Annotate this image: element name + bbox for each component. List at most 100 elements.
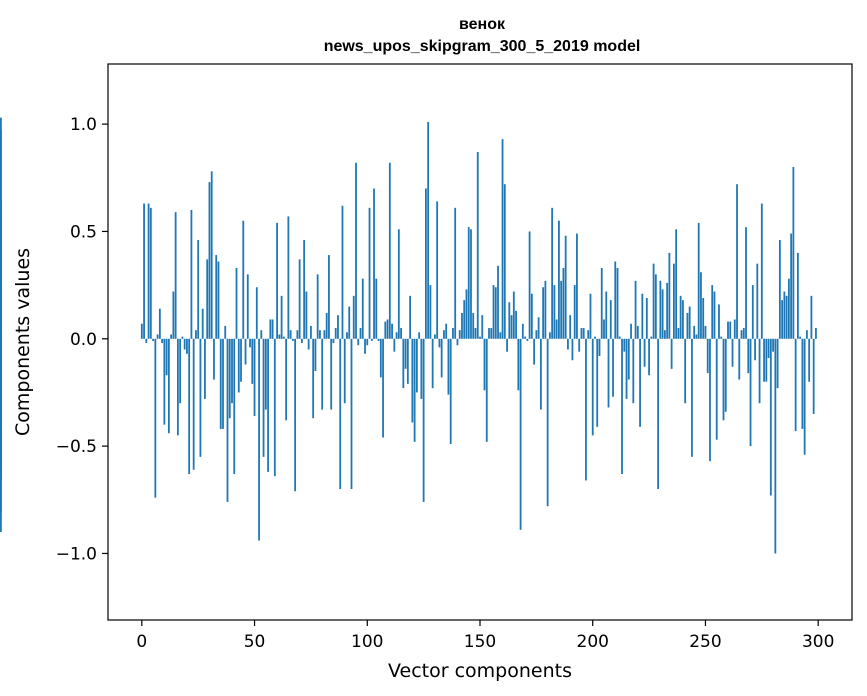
bar-281 xyxy=(774,338,777,554)
bar-29 xyxy=(206,259,209,339)
bar-241 xyxy=(684,338,687,404)
bar-282 xyxy=(776,338,779,389)
bar-50 xyxy=(253,338,256,417)
bar-278 xyxy=(767,338,770,359)
bar-108 xyxy=(384,321,387,339)
bar-227 xyxy=(652,263,655,339)
bar-136 xyxy=(447,338,450,395)
bar-22 xyxy=(190,209,193,339)
bar-12 xyxy=(167,338,170,434)
bar-140 xyxy=(456,338,459,346)
bar-83 xyxy=(328,255,330,339)
bar-208 xyxy=(609,300,612,339)
bar-216 xyxy=(627,338,630,380)
bar-23 xyxy=(192,338,195,470)
bar-150 xyxy=(479,336,481,339)
bar-283 xyxy=(778,240,781,339)
bar-183 xyxy=(553,285,556,339)
bar-40 xyxy=(231,338,233,404)
x-tick-label: 200 xyxy=(577,632,609,652)
bar-231 xyxy=(661,289,664,339)
bar-188 xyxy=(564,235,567,339)
bar-154 xyxy=(488,328,490,339)
bar-46 xyxy=(244,338,247,365)
bar-290 xyxy=(794,338,797,432)
bar-102 xyxy=(370,338,373,341)
bar-139 xyxy=(454,207,457,339)
bar-109 xyxy=(386,319,389,339)
bar-90 xyxy=(343,338,346,404)
bar-210 xyxy=(614,261,617,339)
bar-39 xyxy=(228,338,231,419)
bar-172 xyxy=(528,231,531,339)
bar-257 xyxy=(720,336,723,339)
bar-106 xyxy=(379,338,382,378)
bar-92 xyxy=(348,306,351,339)
bar-34 xyxy=(217,261,220,339)
bar-206 xyxy=(605,291,608,339)
bar-97 xyxy=(359,328,362,339)
bar-82 xyxy=(325,313,328,339)
bar-135 xyxy=(445,323,448,339)
bar-159 xyxy=(499,332,502,339)
bar-73 xyxy=(305,291,308,339)
bar-20 xyxy=(186,338,188,354)
bar-260 xyxy=(727,321,729,339)
bar-225 xyxy=(648,338,650,376)
bar-176 xyxy=(537,317,540,339)
bar-81 xyxy=(323,330,326,339)
bar-184 xyxy=(555,319,558,339)
bar-205 xyxy=(603,319,605,339)
bar-253 xyxy=(711,285,714,339)
bar-289 xyxy=(792,167,795,339)
bar-164 xyxy=(510,315,513,339)
bar-105 xyxy=(377,338,380,341)
y-tick-label: 0.0 xyxy=(70,330,97,350)
bar-74 xyxy=(307,338,310,350)
bar-230 xyxy=(659,280,662,339)
bar-194 xyxy=(578,338,581,352)
bar-16 xyxy=(176,338,179,436)
bar-165 xyxy=(512,291,515,339)
bar-287 xyxy=(787,278,790,339)
bar-297 xyxy=(810,295,813,339)
bar-27 xyxy=(201,308,204,339)
bar-236 xyxy=(672,263,675,339)
bar-134 xyxy=(443,330,445,339)
bar-265 xyxy=(738,338,741,380)
bar-171 xyxy=(526,338,529,341)
bar-235 xyxy=(670,338,673,369)
bar-9 xyxy=(161,338,164,344)
bar-261 xyxy=(729,321,732,339)
bar-33 xyxy=(215,255,218,339)
bar-5 xyxy=(152,338,154,341)
bar-291 xyxy=(796,252,799,339)
bar-201 xyxy=(594,336,596,339)
bar-26 xyxy=(199,338,202,457)
bar-299 xyxy=(815,328,817,339)
bar-218 xyxy=(632,338,635,404)
bar-95 xyxy=(355,162,357,339)
bar-166 xyxy=(515,310,517,339)
bar-59 xyxy=(273,338,276,477)
bar-66 xyxy=(289,330,292,339)
bar-279 xyxy=(769,338,772,496)
bar-30 xyxy=(208,182,211,339)
y-axis-ticks: −1.0 −0.5 0.0 0.5 1.0 xyxy=(56,115,108,564)
bar-55 xyxy=(264,338,267,410)
bar-175 xyxy=(535,330,538,339)
bar-240 xyxy=(682,300,684,339)
x-tick-label: 100 xyxy=(351,632,383,652)
bar-77 xyxy=(314,338,317,371)
bar-292 xyxy=(799,336,802,339)
bar-79 xyxy=(319,330,321,339)
bar-181 xyxy=(548,332,551,339)
bar-78 xyxy=(316,274,319,339)
bar-56 xyxy=(267,338,269,472)
bar-64 xyxy=(285,338,288,421)
bar-131 xyxy=(436,201,439,339)
bar-275 xyxy=(760,203,763,339)
bar-243 xyxy=(688,306,691,339)
bar-187 xyxy=(562,267,565,339)
bar-45 xyxy=(242,220,245,339)
